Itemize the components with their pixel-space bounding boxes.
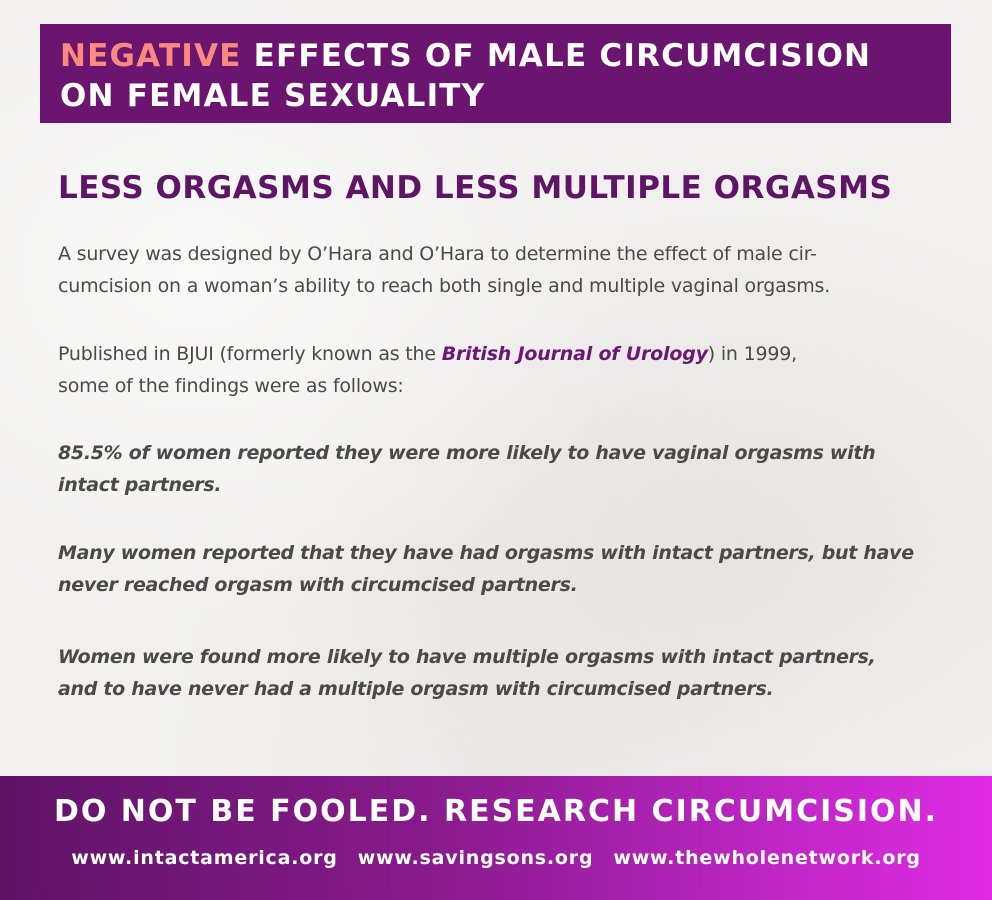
finding-3-line-2: and to have never had a multiple orgasm …: [58, 678, 774, 700]
section-heading: LESS ORGASMS AND LESS MULTIPLE ORGASMS: [58, 170, 893, 206]
link-savingsons[interactable]: www.savingsons.org: [357, 847, 594, 869]
title-line-1-rest: EFFECTS OF MALE CIRCUMCISION: [241, 38, 872, 74]
finding-2-line-2: never reached orgasm with circumcised pa…: [58, 574, 578, 596]
footer-slogan: DO NOT BE FOOLED. RESEARCH CIRCUMCISION.: [53, 794, 939, 829]
footer-links: www.intactamerica.org www.savingsons.org…: [0, 844, 992, 872]
publication-line-2: some of the findings were as follows:: [58, 375, 404, 397]
finding-3-line-1: Women were found more likely to have mul…: [58, 646, 876, 668]
finding-1-line-1: 85.5% of women reported they were more l…: [58, 442, 876, 464]
publication-text-after: ) in 1999,: [707, 343, 797, 365]
finding-2: Many women reported that they have had o…: [58, 537, 948, 601]
intro-paragraph: A survey was designed by O’Hara and O’Ha…: [58, 238, 938, 302]
title-banner: NEGATIVE EFFECTS OF MALE CIRCUMCISION ON…: [40, 24, 951, 123]
journal-name-link[interactable]: British Journal of Urology: [441, 343, 708, 365]
title-line-2: ON FEMALE SEXUALITY: [60, 78, 486, 114]
title-accent-word: NEGATIVE: [60, 38, 242, 74]
title-line-1: NEGATIVE EFFECTS OF MALE CIRCUMCISION: [60, 36, 931, 76]
publication-paragraph: Published in BJUI (formerly known as the…: [58, 338, 938, 402]
link-intactamerica[interactable]: www.intactamerica.org: [71, 847, 338, 869]
finding-3: Women were found more likely to have mul…: [58, 641, 948, 705]
footer-banner: DO NOT BE FOOLED. RESEARCH CIRCUMCISION.…: [0, 776, 992, 900]
link-thewholenetwork[interactable]: www.thewholenetwork.org: [613, 847, 921, 869]
finding-1-line-2: intact partners.: [58, 474, 222, 496]
intro-line-2: cumcision on a woman’s ability to reach …: [58, 275, 831, 297]
finding-1: 85.5% of women reported they were more l…: [58, 437, 948, 501]
intro-line-1: A survey was designed by O’Hara and O’Ha…: [58, 243, 817, 265]
finding-2-line-1: Many women reported that they have had o…: [58, 542, 914, 564]
publication-text-before: Published in BJUI (formerly known as the: [58, 343, 442, 365]
